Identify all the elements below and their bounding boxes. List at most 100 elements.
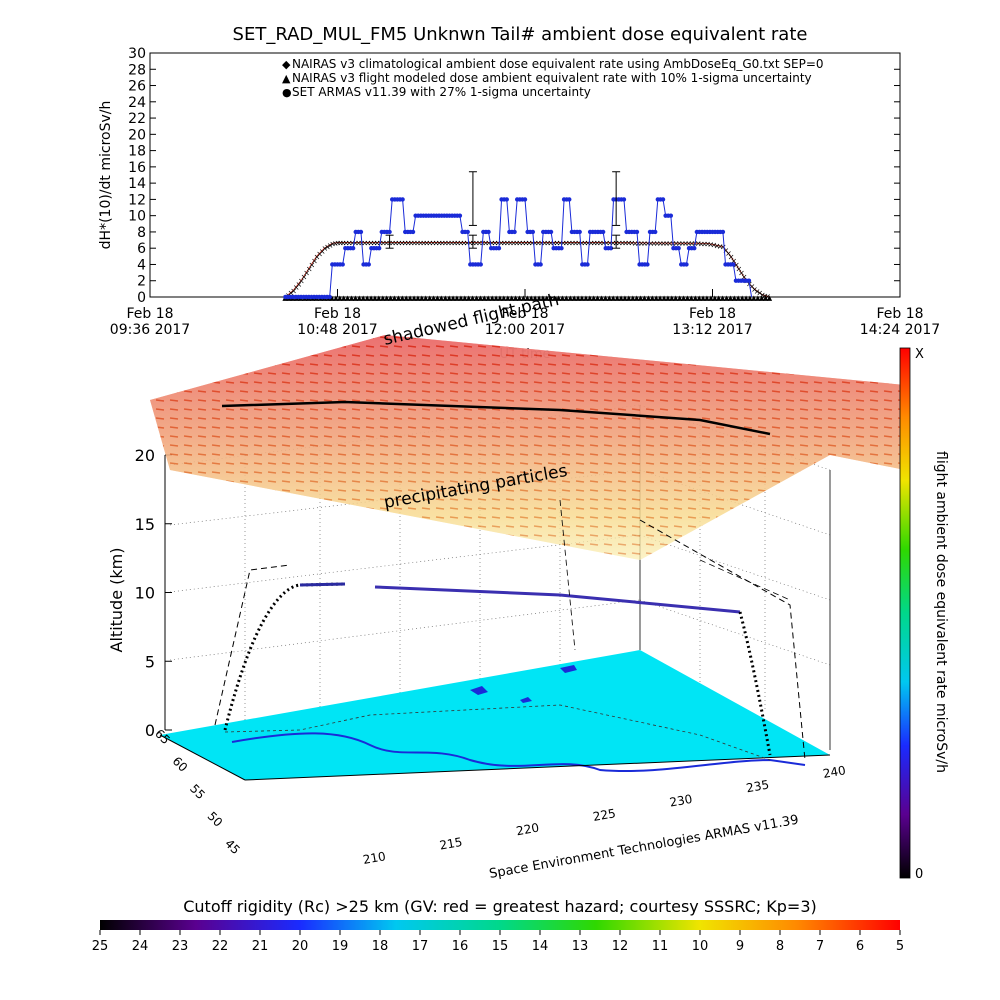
nairas-flight-point: ▲ [587,294,593,302]
nairas-climatological-point: × [622,239,629,248]
nairas-climatological-point: × [436,239,443,248]
rigidity-tick-label: 22 [212,939,229,954]
nairas-climatological-point: × [408,239,415,248]
nairas-climatological-point: × [701,239,708,248]
nairas-flight-point: ▲ [443,294,449,302]
nairas-climatological-point: × [541,239,548,248]
nairas-climatological-point: × [430,239,437,248]
armas-point [512,229,517,235]
nairas-climatological-point: × [673,239,680,248]
nairas-climatological-point: × [414,239,421,248]
nairas-flight-point: ▲ [392,294,398,302]
lon-tick-label: 235 [745,778,770,796]
nairas-climatological-point: × [451,239,458,248]
dose-colorbar: X 0 flight ambient dose equivalent rate … [899,347,949,882]
series-armas [285,198,753,298]
ground-map [160,650,830,780]
nairas-climatological-point: × [569,239,576,248]
nairas-flight-point: ▲ [532,294,538,302]
nairas-climatological-point: × [711,241,718,250]
nairas-climatological-point: × [329,239,336,248]
nairas-climatological-point: × [402,239,409,248]
lat-tick-label: 50 [205,809,226,830]
z-tick-label: 0 [145,721,155,740]
cutoff-rigidity-bar: Cutoff rigidity (Rc) >25 km (GV: red = g… [92,897,904,954]
armas-point [548,229,554,235]
nairas-climatological-point: × [619,239,626,248]
legend: ◆ NAIRAS v3 climatological ambient dose … [282,57,824,99]
nairas-climatological-point: × [396,239,403,248]
rigidity-tick-label: 5 [896,939,904,954]
nairas-climatological-point: × [578,239,585,248]
armas-point [600,229,606,235]
nairas-climatological-point: × [751,285,758,294]
nairas-flight-point: ▲ [404,294,410,302]
nairas-flight-point: ▲ [724,294,730,302]
nairas-climatological-point: × [476,239,483,248]
nairas-flight-point: ▲ [368,294,374,302]
nairas-climatological-point: × [588,239,595,248]
nairas-climatological-point: × [538,239,545,248]
legend-entry-2: NAIRAS v3 flight modeled dose ambient eq… [292,71,812,85]
y-tick-label: 20 [128,127,146,143]
armas-point [465,229,470,235]
projected-track-line [559,499,791,651]
nairas-flight-point: ▲ [380,294,386,302]
colorbar-title: flight ambient dose equivalent rate micr… [933,451,949,773]
nairas-climatological-point: × [346,239,353,248]
nairas-flight-point: ▲ [696,294,702,302]
nairas-flight-point: ▲ [681,294,687,302]
armas-point [530,229,536,235]
nairas-flight-point: ▲ [489,294,495,302]
nairas-flight-point: ▲ [614,294,620,302]
nairas-flight-point: ▲ [634,294,640,302]
rigidity-ticks: 25 24 23 22 21 20 19 18 17 16 15 14 13 12 11 10 9 8 7 6 5 [92,930,904,954]
nairas-climatological-point: × [374,239,381,248]
nairas-climatological-point: × [728,252,735,261]
nairas-climatological-point: × [492,239,499,248]
rigidity-tick-label: 24 [132,939,149,954]
rigidity-tick-label: 21 [252,939,269,954]
nairas-climatological-point: × [319,247,326,256]
nairas-climatological-point: × [585,239,592,248]
nairas-climatological-point: × [689,239,696,248]
y-tick-label: 14 [128,176,146,192]
nairas-climatological-point: × [725,249,732,258]
x-tick-date: Feb 18 [876,306,923,322]
nairas-flight-point: ▲ [630,294,636,302]
nairas-flight-point: ▲ [759,294,765,302]
nairas-climatological-point: × [411,239,418,248]
nairas-climatological-point: × [717,242,724,251]
nairas-flight-point: ▲ [415,294,421,302]
nairas-climatological-point: × [632,239,639,248]
armas-point [358,229,364,235]
nairas-flight-point: ▲ [611,294,617,302]
nairas-flight-point: ▲ [720,294,726,302]
armas-point [660,197,666,202]
nairas-flight-point: ▲ [556,294,562,302]
rigidity-tick-label: 23 [172,939,189,954]
rigidity-title: Cutoff rigidity (Rc) >25 km (GV: red = g… [183,897,817,916]
nairas-flight-point: ▲ [333,294,339,302]
flight-track-descent [738,611,772,756]
y-tick-label: 6 [137,241,146,257]
nairas-flight-point: ▲ [747,294,753,302]
nairas-climatological-point: × [660,239,667,248]
nairas-climatological-point: × [423,239,430,248]
x-tick-time: 12:00 2017 [485,322,565,338]
y-tick-label: 4 [137,257,146,273]
nairas-climatological-point: × [495,239,502,248]
armas-point [522,197,528,202]
y-tick-label: 8 [137,225,146,241]
nairas-flight-point: ▲ [603,294,609,302]
nairas-climatological-point: × [544,239,551,248]
nairas-flight-point: ▲ [372,294,378,302]
nairas-climatological-point: × [738,269,745,278]
nairas-flight-point: ▲ [450,294,456,302]
ground-track [224,704,771,761]
nairas-climatological-point: × [448,239,455,248]
map-boundary [244,754,831,781]
nairas-climatological-point: × [526,239,533,248]
